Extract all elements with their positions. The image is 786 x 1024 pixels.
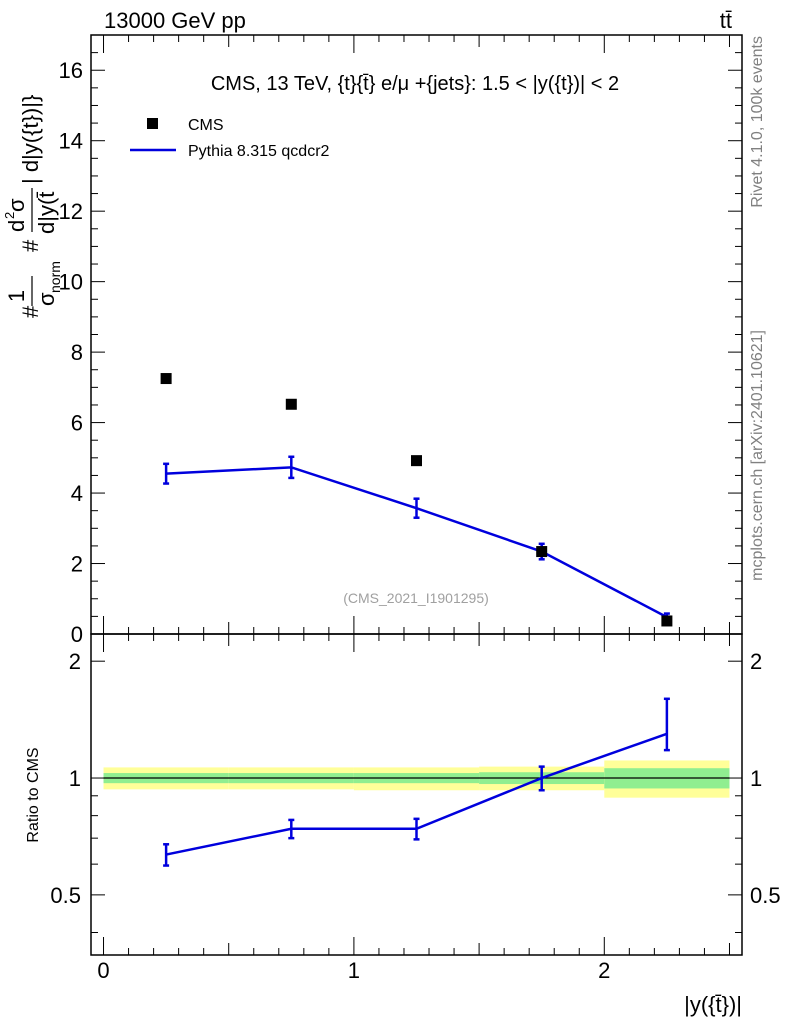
ylabel-num-1: 1 xyxy=(4,290,29,302)
ratio-y-tick-label: 0.5 xyxy=(50,883,81,908)
x-tick-labels: 0 1 2 xyxy=(97,958,610,983)
cms-data-point xyxy=(536,546,548,558)
ylabel-suffix: | d|y({t})|} xyxy=(18,95,43,184)
main-y-tick-label: 14 xyxy=(59,129,83,154)
ylabel-den-1: σ xyxy=(34,292,59,306)
x-tick-label: 1 xyxy=(348,958,360,983)
main-y-tick-label: 4 xyxy=(71,481,83,506)
cms-data-point xyxy=(661,615,673,627)
rivet-version-label: Rivet 4.1.0, 100k events xyxy=(749,36,766,208)
main-x-axis-ticks xyxy=(103,35,730,634)
main-y-tick-label: 0 xyxy=(71,622,83,647)
ylabel-hash-1: # xyxy=(18,305,43,318)
x-axis-label: |y({t̄})| xyxy=(684,992,742,1017)
x-tick-label: 0 xyxy=(97,958,109,983)
cms-data-point xyxy=(160,373,172,385)
legend-cms-label: CMS xyxy=(188,117,224,134)
ratio-x-axis-ticks xyxy=(103,634,730,955)
main-y-tick-label: 12 xyxy=(59,199,83,224)
ratio-y-tick-label: 2 xyxy=(69,649,81,674)
ratio-y-tick-label-right: 0.5 xyxy=(750,883,781,908)
plot-title: CMS, 13 TeV, {t}{t̄} e/μ +{jets}: 1.5 < … xyxy=(211,73,619,95)
main-y-tick-label: 10 xyxy=(59,270,83,295)
ylabel-hash-2: # xyxy=(18,239,43,252)
ratio-y-tick-labels-right: 0.5 1 2 xyxy=(750,649,781,908)
legend: CMS Pythia 8.315 qcdcr2 xyxy=(130,117,330,160)
main-y-tick-label: 8 xyxy=(71,340,83,365)
ratio-uncertainty-bands xyxy=(103,760,730,798)
ratio-plot-series xyxy=(163,697,670,867)
ylabel-den-2: d|y(t̄ xyxy=(34,192,59,234)
ratio-y-tick-label: 1 xyxy=(69,766,81,791)
mcplots-source-label: mcplots.cern.ch [arXiv:2401.10621] xyxy=(749,330,766,581)
analysis-watermark: (CMS_2021_I1901295) xyxy=(343,590,489,606)
main-y-axis-label: # 1 σ norm # d 2 σ d|y(t̄ | d|y({t})|} xyxy=(2,95,63,318)
main-y-tick-labels: 0 2 4 6 8 10 12 14 16 xyxy=(59,58,83,647)
ratio-y-tick-labels-left: 0.5 1 2 xyxy=(50,649,81,908)
ylabel-num-2-sup: 2 xyxy=(2,212,17,219)
main-y-tick-label: 2 xyxy=(71,552,83,577)
main-y-tick-label: 16 xyxy=(59,58,83,83)
main-y-axis-ticks xyxy=(91,34,742,635)
legend-cms-marker xyxy=(147,118,158,129)
cms-data-point xyxy=(411,455,422,467)
ratio-y-axis-ticks xyxy=(91,660,742,933)
x-tick-label: 2 xyxy=(598,958,610,983)
ylabel-den-1-sub: norm xyxy=(47,261,63,293)
ratio-y-axis-label: Ratio to CMS xyxy=(25,747,42,842)
energy-label: 13000 GeV pp xyxy=(104,8,246,33)
main-y-tick-label: 6 xyxy=(71,411,83,436)
main-plot-series xyxy=(160,373,673,627)
ratio-y-tick-label-right: 2 xyxy=(750,649,762,674)
ylabel-num-2-tail: σ xyxy=(4,198,29,212)
legend-pythia-label: Pythia 8.315 qcdcr2 xyxy=(188,143,330,160)
process-label: tt̄ xyxy=(720,8,732,33)
ratio-plot-frame xyxy=(90,633,743,956)
ylabel-num-2: d xyxy=(4,220,29,232)
cms-data-point xyxy=(285,398,297,410)
ratio-y-tick-label-right: 1 xyxy=(750,766,762,791)
